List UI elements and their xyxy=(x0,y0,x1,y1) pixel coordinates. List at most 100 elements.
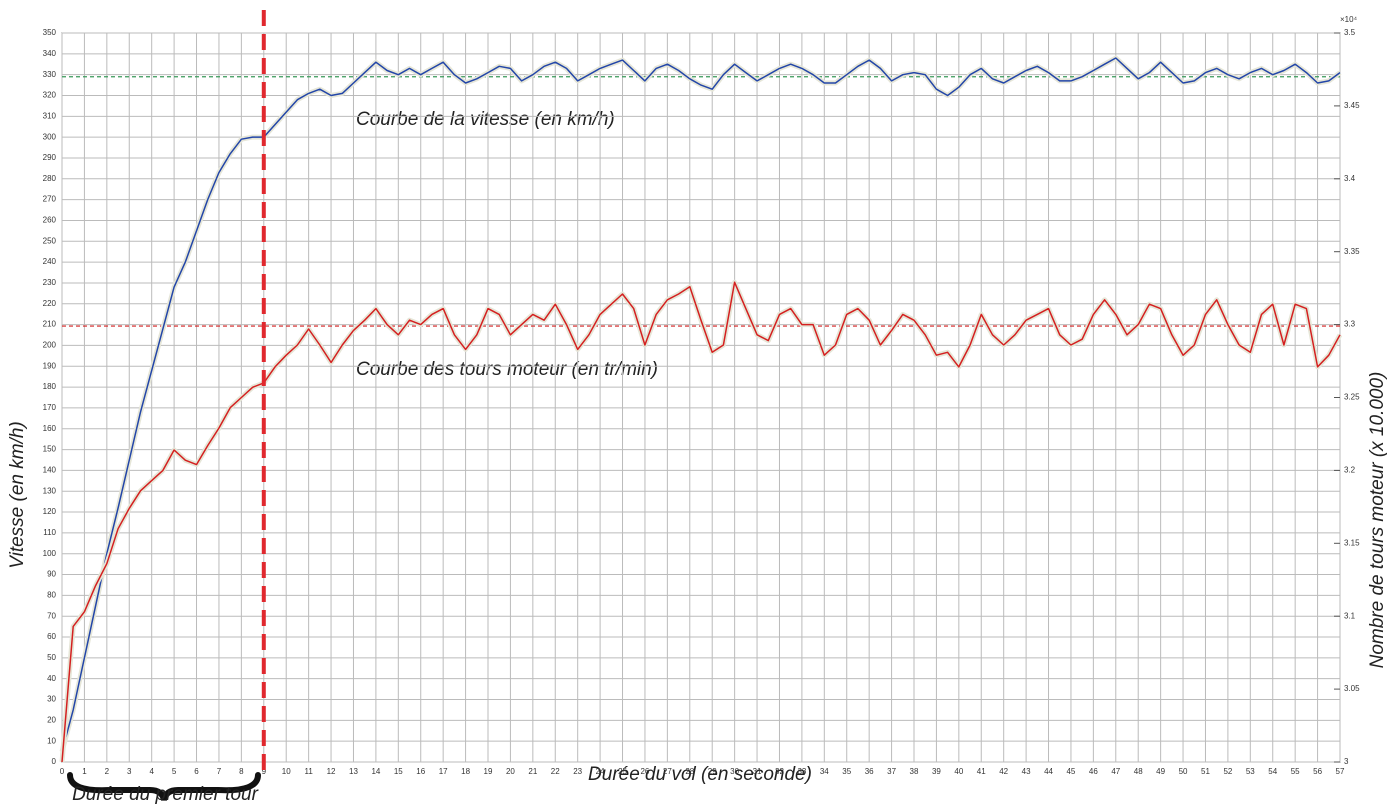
y-tick-label: 310 xyxy=(43,111,57,120)
y2-tick-label: 3.05 xyxy=(1344,684,1360,693)
x-tick-label: 15 xyxy=(394,767,403,776)
y2-tick-label: 3.15 xyxy=(1344,538,1360,547)
x-tick-label: 5 xyxy=(172,767,177,776)
y-tick-label: 170 xyxy=(43,403,57,412)
y-tick-label: 60 xyxy=(47,632,56,641)
x-tick-label: 28 xyxy=(685,767,694,776)
x-tick-label: 32 xyxy=(775,767,784,776)
x-tick-label: 4 xyxy=(149,767,154,776)
y-tick-label: 210 xyxy=(43,320,57,329)
x-tick-label: 51 xyxy=(1201,767,1210,776)
y2-tick-label: 3 xyxy=(1344,757,1349,766)
y-tick-label: 30 xyxy=(47,695,56,704)
x-tick-label: 0 xyxy=(60,767,65,776)
y2-axis-label: Nombre de tours moteur (x 10.000) xyxy=(1367,372,1388,669)
y-tick-label: 50 xyxy=(47,653,56,662)
y-tick-label: 160 xyxy=(43,424,57,433)
x-tick-label: 39 xyxy=(932,767,941,776)
x-tick-label: 12 xyxy=(327,767,336,776)
series-line xyxy=(61,57,1341,752)
y-tick-label: 150 xyxy=(43,445,57,454)
y-tick-label: 110 xyxy=(43,528,56,537)
x-tick-label: 54 xyxy=(1268,767,1277,776)
y-tick-label: 270 xyxy=(43,195,57,204)
rpm-annotation: Courbe des tours moteur (en tr/min) xyxy=(356,359,658,380)
y2-tick-label: 3.45 xyxy=(1344,101,1360,110)
x-tick-label: 19 xyxy=(484,767,493,776)
x-tick-label: 14 xyxy=(371,767,380,776)
speed-annotation: Courbe de la vitesse (en km/h) xyxy=(356,109,615,130)
x-tick-label: 21 xyxy=(528,767,537,776)
x-tick-label: 29 xyxy=(708,767,717,776)
y-tick-label: 40 xyxy=(47,674,56,683)
y-tick-label: 290 xyxy=(43,153,57,162)
x-tick-label: 25 xyxy=(618,767,627,776)
x-tick-label: 38 xyxy=(910,767,919,776)
y-tick-label: 90 xyxy=(47,570,56,579)
y2-tick-label: 3.3 xyxy=(1344,320,1356,329)
x-axis-label: Durée du vol (en seconde) xyxy=(588,764,812,785)
x-tick-label: 34 xyxy=(820,767,829,776)
x-tick-label: 24 xyxy=(596,767,605,776)
x-tick-label: 3 xyxy=(127,767,132,776)
y-tick-label: 70 xyxy=(47,611,56,620)
x-tick-label: 45 xyxy=(1066,767,1075,776)
x-tick-label: 17 xyxy=(439,767,448,776)
y-tick-label: 260 xyxy=(43,216,57,225)
y-axis-label: Vitesse (en km/h) xyxy=(7,421,28,568)
x-tick-label: 44 xyxy=(1044,767,1053,776)
x-tick-label: 47 xyxy=(1111,767,1120,776)
x-tick-label: 23 xyxy=(573,767,582,776)
series-line xyxy=(61,281,1341,763)
x-tick-label: 1 xyxy=(82,767,87,776)
first-lap-annotation: Durée du premier tour xyxy=(72,784,259,805)
x-tick-label: 22 xyxy=(551,767,560,776)
y2-tick-label: 3.4 xyxy=(1344,174,1356,183)
y-tick-label: 80 xyxy=(47,590,56,599)
x-tick-label: 53 xyxy=(1246,767,1255,776)
y2-tick-label: 3.5 xyxy=(1344,28,1356,37)
y2-tick-label: 3.25 xyxy=(1344,393,1360,402)
y-tick-label: 100 xyxy=(43,549,57,558)
x-tick-label: 16 xyxy=(416,767,425,776)
x-tick-label: 9 xyxy=(262,767,267,776)
x-tick-label: 36 xyxy=(865,767,874,776)
x-tick-label: 11 xyxy=(304,767,313,776)
x-tick-label: 27 xyxy=(663,767,672,776)
x-tick-label: 48 xyxy=(1134,767,1143,776)
x-tick-label: 50 xyxy=(1179,767,1188,776)
x-tick-label: 57 xyxy=(1336,767,1345,776)
x-tick-label: 6 xyxy=(194,767,199,776)
y-tick-label: 200 xyxy=(43,341,57,350)
y-tick-label: 120 xyxy=(43,507,57,516)
x-tick-label: 7 xyxy=(217,767,222,776)
brace xyxy=(67,772,261,801)
x-tick-label: 2 xyxy=(105,767,110,776)
y2-tick-label: 3.1 xyxy=(1344,611,1356,620)
x-tick-label: 31 xyxy=(753,767,762,776)
y-tick-label: 20 xyxy=(47,715,56,724)
y-tick-label: 190 xyxy=(43,361,57,370)
y-tick-label: 130 xyxy=(43,486,57,495)
y-tick-label: 280 xyxy=(43,174,57,183)
y-tick-label: 0 xyxy=(52,757,57,766)
x-tick-label: 40 xyxy=(954,767,963,776)
y2-tick-label: 3.2 xyxy=(1344,466,1356,475)
y-tick-label: 10 xyxy=(47,736,56,745)
plot-frame xyxy=(61,32,1341,763)
x-tick-label: 30 xyxy=(730,767,739,776)
x-tick-label: 18 xyxy=(461,767,470,776)
y-tick-label: 240 xyxy=(43,257,57,266)
x-tick-label: 43 xyxy=(1022,767,1031,776)
y2-multiplier: ×10⁴ xyxy=(1340,15,1358,24)
y-tick-label: 300 xyxy=(43,132,57,141)
y-tick-label: 330 xyxy=(43,70,57,79)
x-tick-label: 41 xyxy=(977,767,986,776)
x-tick-label: 55 xyxy=(1291,767,1300,776)
x-tick-label: 56 xyxy=(1313,767,1322,776)
x-tick-label: 46 xyxy=(1089,767,1098,776)
x-tick-label: 52 xyxy=(1223,767,1232,776)
y-tick-label: 220 xyxy=(43,299,57,308)
x-tick-label: 20 xyxy=(506,767,515,776)
